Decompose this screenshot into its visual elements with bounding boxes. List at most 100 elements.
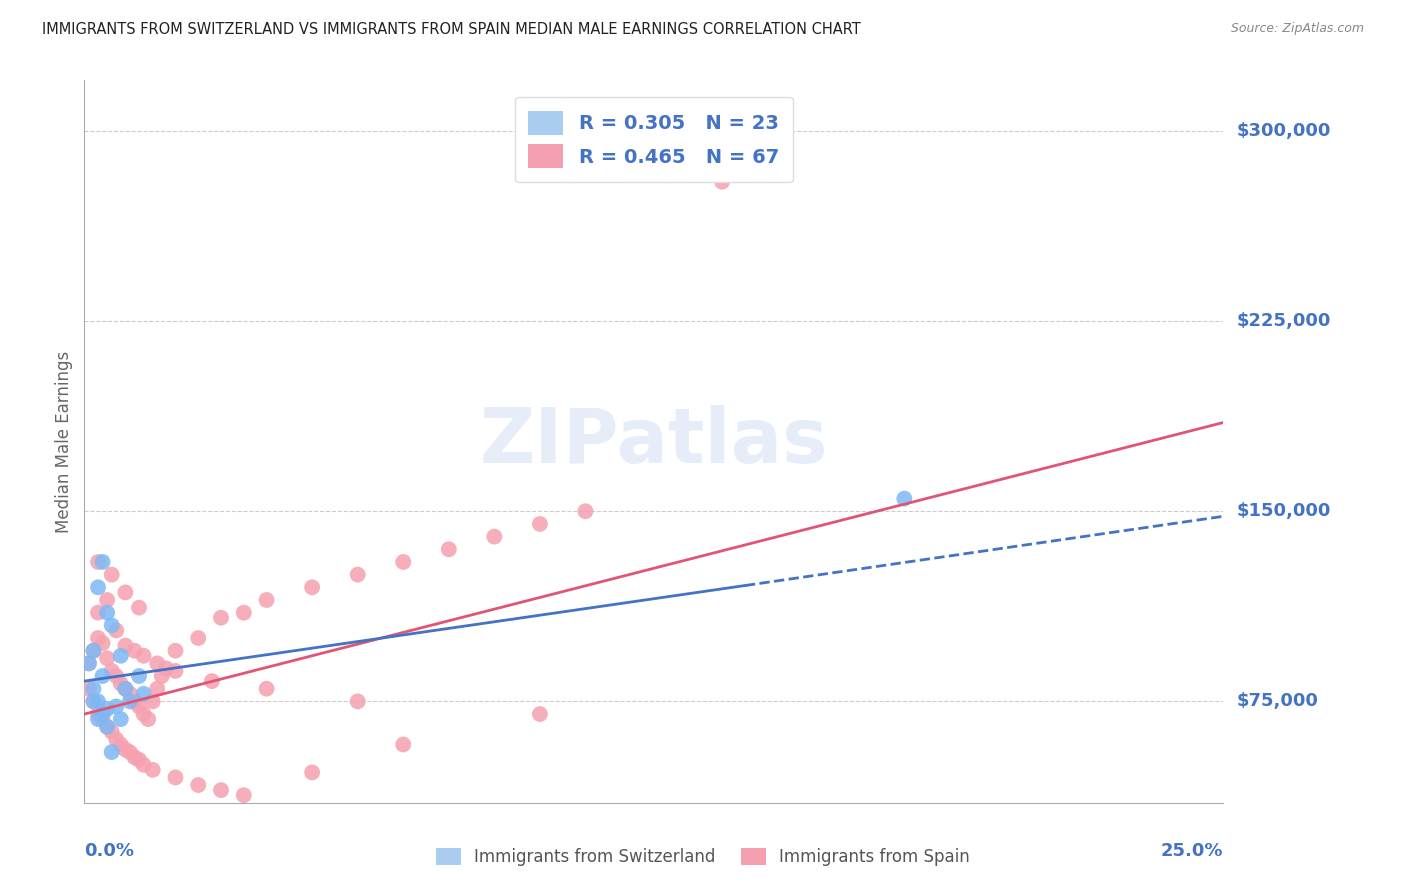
Point [114, 639, 136, 653]
Text: Source: ZipAtlas.com: Source: ZipAtlas.com [1230, 22, 1364, 36]
Point [132, 648, 155, 663]
Point [114, 681, 136, 696]
Point [87, 707, 110, 722]
Point [128, 699, 150, 714]
Legend: R = 0.305   N = 23, R = 0.465   N = 67: R = 0.305 N = 23, R = 0.465 N = 67 [515, 97, 793, 182]
Point [346, 567, 368, 582]
Point [142, 694, 165, 708]
Point [87, 694, 110, 708]
Point [437, 542, 460, 557]
Point [100, 745, 122, 759]
Point [301, 580, 323, 594]
Point [392, 555, 415, 569]
Point [124, 643, 146, 657]
Text: $75,000: $75,000 [1237, 692, 1319, 710]
Point [96, 593, 118, 607]
Point [209, 611, 232, 625]
Point [128, 753, 150, 767]
Point [105, 624, 128, 638]
Point [82, 643, 104, 657]
Point [150, 669, 173, 683]
Point [82, 694, 104, 708]
Point [124, 694, 146, 708]
Point [118, 745, 141, 759]
Point [96, 720, 118, 734]
Point [100, 664, 122, 678]
Point [87, 712, 110, 726]
Point [110, 648, 132, 663]
Point [91, 707, 114, 722]
Point [392, 738, 415, 752]
Point [82, 694, 104, 708]
Point [87, 555, 110, 569]
Point [105, 732, 128, 747]
Point [100, 618, 122, 632]
Point [96, 606, 118, 620]
Point [346, 694, 368, 708]
Point [118, 687, 141, 701]
Point [529, 516, 551, 531]
Point [114, 681, 136, 696]
Point [82, 643, 104, 657]
Point [146, 681, 169, 696]
Text: $225,000: $225,000 [1237, 312, 1331, 330]
Point [114, 585, 136, 599]
Point [155, 661, 177, 675]
Point [105, 669, 128, 683]
Point [77, 657, 100, 671]
Point [187, 778, 209, 792]
Text: $300,000: $300,000 [1237, 122, 1331, 140]
Point [132, 757, 155, 772]
Y-axis label: Median Male Earnings: Median Male Earnings [55, 351, 73, 533]
Text: IMMIGRANTS FROM SWITZERLAND VS IMMIGRANTS FROM SPAIN MEDIAN MALE EARNINGS CORREL: IMMIGRANTS FROM SWITZERLAND VS IMMIGRANT… [42, 22, 860, 37]
Point [201, 674, 224, 689]
Text: 0.0%: 0.0% [84, 842, 135, 860]
Point [110, 712, 132, 726]
Point [110, 676, 132, 690]
Point [132, 687, 155, 701]
Point [187, 631, 209, 645]
Point [114, 742, 136, 756]
Point [91, 712, 114, 726]
Point [142, 763, 165, 777]
Point [529, 707, 551, 722]
Point [82, 681, 104, 696]
Point [132, 707, 155, 722]
Point [87, 631, 110, 645]
Point [128, 669, 150, 683]
Legend: Immigrants from Switzerland, Immigrants from Spain: Immigrants from Switzerland, Immigrants … [429, 841, 977, 873]
Point [165, 771, 187, 785]
Point [893, 491, 915, 506]
Point [711, 175, 734, 189]
Point [209, 783, 232, 797]
Point [87, 580, 110, 594]
Point [574, 504, 596, 518]
Point [118, 694, 141, 708]
Point [105, 699, 128, 714]
Point [232, 788, 254, 802]
Point [256, 593, 278, 607]
Point [146, 657, 169, 671]
Point [301, 765, 323, 780]
Point [256, 681, 278, 696]
Point [87, 606, 110, 620]
Text: ZIPatlas: ZIPatlas [479, 405, 828, 478]
Point [100, 724, 122, 739]
Point [96, 651, 118, 665]
Point [91, 636, 114, 650]
Point [165, 664, 187, 678]
Point [124, 750, 146, 764]
Point [96, 702, 118, 716]
Point [165, 643, 187, 657]
Text: $150,000: $150,000 [1237, 502, 1331, 520]
Point [136, 712, 159, 726]
Point [77, 681, 100, 696]
Point [96, 720, 118, 734]
Point [91, 669, 114, 683]
Text: 25.0%: 25.0% [1161, 842, 1223, 860]
Point [484, 530, 506, 544]
Point [110, 738, 132, 752]
Point [128, 600, 150, 615]
Point [100, 567, 122, 582]
Point [232, 606, 254, 620]
